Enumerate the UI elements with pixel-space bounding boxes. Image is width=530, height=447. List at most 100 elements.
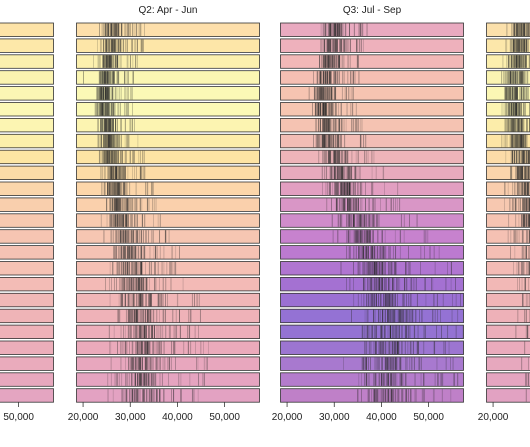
strip-row-background (77, 246, 260, 260)
strip-row-background (77, 341, 260, 355)
strip-row (0, 309, 54, 323)
strip-row (487, 214, 530, 228)
strip-row (77, 230, 260, 244)
strip-row (487, 87, 530, 101)
strip-row (0, 230, 54, 244)
strip-row (487, 23, 530, 37)
strip-row-background (77, 277, 260, 291)
strip-row-background (77, 293, 260, 307)
strip-row (281, 182, 464, 196)
strip-row (281, 309, 464, 323)
strip-row (0, 39, 54, 53)
strip-row (0, 293, 54, 307)
strip-row-background (281, 23, 464, 37)
strip-row (77, 293, 260, 307)
strip-row (487, 134, 530, 148)
strip-row (77, 55, 260, 69)
strip-row-background (281, 39, 464, 53)
strip-row (0, 150, 54, 164)
strip-row (281, 325, 464, 339)
strip-row (77, 357, 260, 371)
strip-row (281, 373, 464, 387)
strip-row-background (281, 87, 464, 101)
strip-row (487, 166, 530, 180)
x-axis-tick-label: 50,000 (3, 412, 34, 423)
strip-row (0, 198, 54, 212)
strip-row-background (77, 325, 260, 339)
strip-row (0, 103, 54, 117)
strip-row-background (77, 373, 260, 387)
strip-row-background (0, 71, 54, 85)
strip-row (281, 87, 464, 101)
strip-row-background (0, 357, 54, 371)
strip-row (0, 246, 54, 260)
strip-row (0, 23, 54, 37)
strip-row (281, 341, 464, 355)
strip-row (77, 341, 260, 355)
strip-row (281, 23, 464, 37)
strip-row (77, 150, 260, 164)
x-axis-tick-label: 20,000 (272, 412, 303, 423)
x-axis-tick-label: 50,000 (209, 412, 240, 423)
strip-row (77, 214, 260, 228)
strip-row-background (281, 230, 464, 244)
strip-row-background (0, 277, 54, 291)
strip-row (77, 166, 260, 180)
strip-row-background (281, 325, 464, 339)
strip-row (487, 182, 530, 196)
strip-row (281, 262, 464, 276)
strip-row (77, 134, 260, 148)
strip-row-background (0, 166, 54, 180)
x-axis-tick-label: 20,000 (68, 412, 99, 423)
strip-row (0, 87, 54, 101)
strip-row (77, 71, 260, 85)
strip-row-background (0, 134, 54, 148)
strip-row-background (0, 373, 54, 387)
strip-row (77, 103, 260, 117)
strip-row-background (0, 325, 54, 339)
strip-row-background (0, 389, 54, 403)
strip-row-background (281, 341, 464, 355)
strip-row (281, 198, 464, 212)
strip-row (487, 325, 530, 339)
strip-row (77, 87, 260, 101)
strip-row-background (0, 341, 54, 355)
strip-row (77, 198, 260, 212)
strip-row (0, 325, 54, 339)
strip-row-background (0, 309, 54, 323)
strip-row (0, 166, 54, 180)
panel-title: Q3: Jul - Sep (343, 5, 402, 16)
strip-row (281, 55, 464, 69)
strip-row-background (77, 103, 260, 117)
x-axis-tick-label: 40,000 (162, 412, 193, 423)
strip-row-background (281, 71, 464, 85)
strip-row (281, 389, 464, 403)
strip-row (0, 134, 54, 148)
strip-row (487, 71, 530, 85)
strip-row (0, 71, 54, 85)
strip-row-background (0, 150, 54, 164)
strip-row-background (281, 309, 464, 323)
strip-row-background (487, 341, 530, 355)
x-axis-tick-label: 40,000 (366, 412, 397, 423)
strip-row (0, 341, 54, 355)
strip-row (0, 262, 54, 276)
strip-row (281, 357, 464, 371)
strip-row (281, 277, 464, 291)
x-axis-tick-label: 30,000 (115, 412, 146, 423)
strip-row-background (281, 262, 464, 276)
strip-row (281, 118, 464, 131)
x-axis-tick-label: 30,000 (319, 412, 350, 423)
strip-row (0, 118, 54, 131)
strip-row-background (0, 118, 54, 131)
strip-row (281, 293, 464, 307)
panel-1: 50,000 (0, 23, 54, 423)
strip-row (0, 182, 54, 196)
strip-row-background (281, 373, 464, 387)
strip-row-background (77, 309, 260, 323)
strip-row-background (77, 389, 260, 403)
strip-row (0, 357, 54, 371)
